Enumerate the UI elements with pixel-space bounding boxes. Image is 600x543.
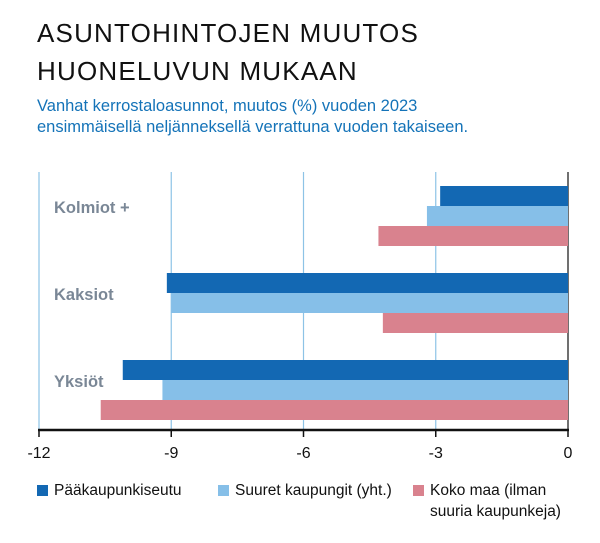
bar-yksiöt-series-3: [100, 400, 568, 420]
chart-subtitle-line-2: ensimmäisellä neljänneksellä verrattuna …: [37, 118, 469, 136]
x-tick-label-3: -3: [429, 445, 443, 462]
bar-kaksiot-series-2: [171, 293, 568, 313]
x-axis: -12 -9 -6 -3 0: [27, 428, 573, 462]
legend-label-koko-maa-line-1: Koko maa (ilman: [430, 482, 547, 499]
bar-kaksiot-series-1: [166, 273, 568, 293]
category-label-1: Kaksiot: [54, 286, 114, 304]
bars: [100, 186, 568, 420]
category-label-0: Kolmiot +: [54, 199, 130, 217]
legend-label-suuret-kaupungit: Suuret kaupungit (yht.): [235, 482, 392, 499]
chart-subtitle-line-1: Vanhat kerrostaloasunnot, muutos (%) vuo…: [37, 97, 418, 115]
legend-swatch-paakaupunkiseutu: [37, 485, 48, 496]
category-labels: Kolmiot + Kaksiot Yksiöt: [54, 199, 130, 391]
legend: Pääkaupunkiseutu Suuret kaupungit (yht.)…: [37, 480, 597, 538]
category-label-2: Yksiöt: [54, 373, 104, 391]
x-tick-label-1: -9: [164, 445, 178, 462]
bar-kolmiot-series-2: [426, 206, 568, 226]
bar-kolmiot-series-1: [440, 186, 568, 206]
legend-swatch-koko-maa: [413, 485, 424, 496]
x-tick-label-4: 0: [564, 445, 573, 462]
legend-label-koko-maa: Koko maa (ilman suuria kaupunkeja): [430, 480, 561, 522]
bar-kaksiot-series-3: [382, 313, 568, 333]
bar-yksiöt-series-2: [162, 380, 568, 400]
bar-kolmiot-series-3: [378, 226, 568, 246]
bar-chart: Kolmiot + Kaksiot Yksiöt -12 -9 -6 -3 0: [27, 172, 573, 462]
legend-label-koko-maa-line-2: suuria kaupunkeja): [430, 503, 561, 520]
chart-title: ASUNTOHINTOJEN MUUTOS HUONELUVUN MUKAAN: [37, 14, 577, 90]
chart-title-line-1: ASUNTOHINTOJEN MUUTOS: [37, 18, 420, 48]
legend-label-paakaupunkiseutu: Pääkaupunkiseutu: [54, 482, 182, 499]
chart-title-line-2: HUONELUVUN MUKAAN: [37, 56, 358, 86]
bar-yksiöt-series-1: [122, 360, 568, 380]
x-tick-label-0: -12: [27, 445, 50, 462]
chart-subtitle: Vanhat kerrostaloasunnot, muutos (%) vuo…: [37, 96, 592, 138]
x-tick-label-2: -6: [296, 445, 310, 462]
legend-swatch-suuret-kaupungit: [218, 485, 229, 496]
